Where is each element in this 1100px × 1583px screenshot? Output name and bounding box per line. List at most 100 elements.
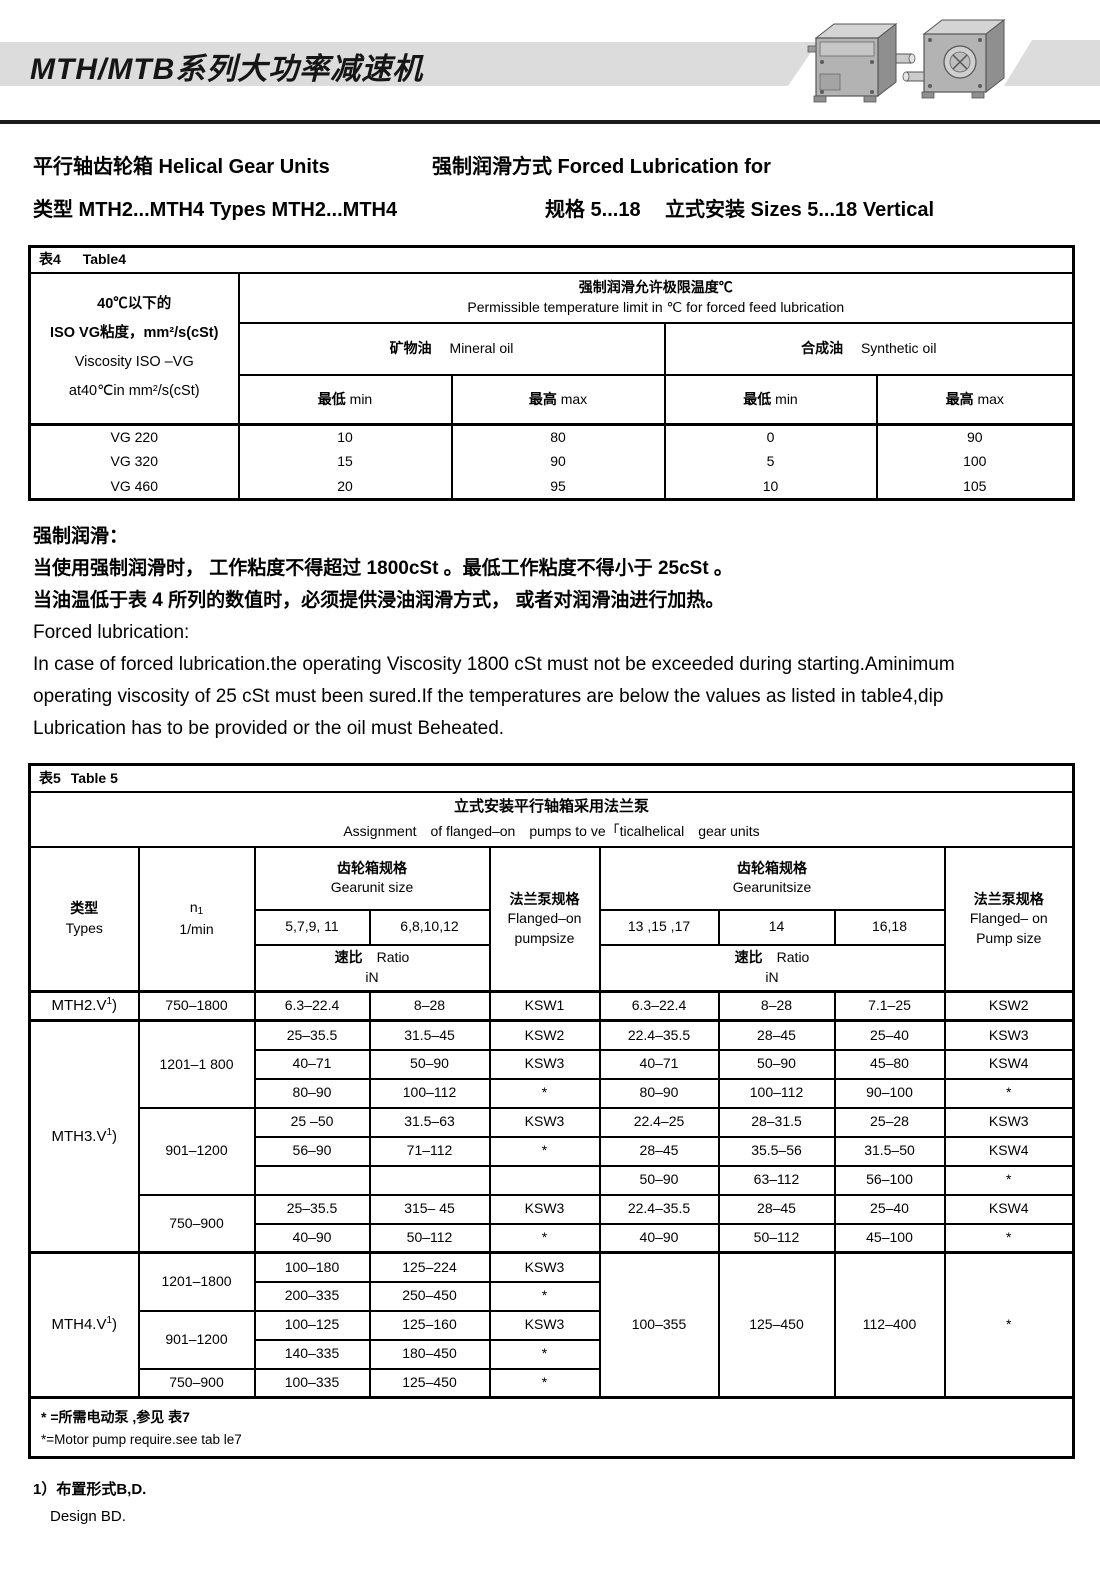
t5-type-cell: MTH4.V1): [28, 1251, 140, 1399]
t5-header-sizes: 6,8,10,12: [368, 908, 491, 946]
t4-synthetic-cn: 合成油: [801, 339, 844, 356]
t4-cell: 90: [450, 449, 666, 475]
t5-n1-cell: 901–1200: [137, 1309, 256, 1370]
t5-cell: 56–90: [253, 1135, 371, 1167]
t4-mineral-en: Mineral oil: [449, 339, 514, 356]
t5-cell: *: [943, 1077, 1075, 1109]
t4-viscosity-header: 40℃以下的 ISO VG粘度，mm²/s(cSt) Viscosity ISO…: [28, 271, 240, 426]
t5-type-close: ): [112, 997, 118, 1015]
intro-line1-left: 平行轴齿轮箱 Helical Gear Units: [33, 156, 330, 178]
t5-cell: 40–90: [253, 1222, 371, 1254]
t4-cell: 15: [237, 449, 453, 475]
t4-temp-header: 强制润滑允许极限温度℃ Permissible temperature limi…: [237, 271, 1075, 324]
intro-line2-middle: 规格 5...18: [545, 199, 641, 221]
t5-cell: KSW3: [488, 1309, 601, 1341]
t5-cell: 22.4–25: [598, 1106, 720, 1138]
t5-cell: 40–71: [598, 1048, 720, 1080]
t5-cell: 250–450: [368, 1280, 491, 1312]
t4-viscosity-line: Viscosity ISO –VG: [74, 354, 194, 371]
t5-gear2-en: Gearunitsize: [732, 879, 812, 895]
t4-max-header: 最高 max: [875, 373, 1075, 426]
t5-cell: KSW3: [943, 1106, 1075, 1138]
t5-title: 立式安装平行轴箱采用法兰泵 Assignment of flanged–on p…: [28, 790, 1075, 848]
t4-caption-en: Table4: [82, 251, 126, 267]
t5-cell: KSW3: [488, 1251, 601, 1283]
t4-max-cn: 最高: [528, 390, 557, 407]
banner-band-left: [0, 42, 818, 86]
t5-n1-cell: 750–900: [137, 1193, 256, 1254]
t4-cell: 0: [663, 424, 878, 450]
t5-ratio-in: iN: [765, 968, 779, 985]
banner-band-right: [1004, 40, 1100, 86]
t4-cell: 80: [450, 424, 666, 450]
t4-cell: 20: [237, 474, 453, 500]
intro-line2-right: 立式安装 Sizes 5...18 Vertical: [665, 199, 935, 221]
t4-cell: VG 460: [28, 474, 240, 500]
t4-cell: 105: [875, 474, 1075, 500]
t5-cell: *: [488, 1367, 601, 1399]
forced-en-line: In case of forced lubrication.the operat…: [33, 654, 955, 675]
t5-pump1-en2: pumpsize: [514, 929, 575, 946]
t5-cell: 750–1800: [137, 990, 256, 1022]
t5-header-ratio-left: 速比 Ratio iN: [253, 943, 491, 993]
t4-cell: 5: [663, 449, 878, 475]
t4-synthetic-oil-header: 合成油 Synthetic oil: [663, 321, 1075, 376]
t5-header-pump-right: 法兰泵规格 Flanged– on Pump size: [943, 845, 1075, 993]
t5-cell: [368, 1164, 491, 1196]
t5-cell: 25–35.5: [253, 1193, 371, 1225]
t5-n1-sub: 1: [197, 906, 204, 918]
t5-cell: 180–450: [368, 1338, 491, 1370]
forced-cn-title: 强制润滑：: [33, 526, 129, 547]
t5-ratio-cn: 速比: [334, 949, 363, 966]
t4-min-en: min: [349, 390, 373, 407]
t4-temp-header-cn: 强制润滑允许极限温度℃: [578, 279, 733, 295]
t5-cell: KSW1: [488, 990, 601, 1022]
t4-min-cn: 最低: [317, 390, 346, 407]
t5-cell: 28–45: [717, 1019, 836, 1051]
t5-cell: 90–100: [833, 1077, 946, 1109]
forced-en-line: operating viscosity of 25 cSt must been …: [33, 686, 944, 707]
t5-n1-cell: 1201–1 800: [137, 1019, 256, 1109]
t5-cell: 80–90: [253, 1077, 371, 1109]
t5-cell: 25–35.5: [253, 1019, 371, 1051]
t5-gear1-en: Gearunit size: [330, 879, 414, 895]
t5-cell: 25–40: [833, 1193, 946, 1225]
intro-line1-right: 强制润滑方式 Forced Lubrication for: [432, 156, 771, 178]
t5-header-types: 类型 Types: [28, 845, 140, 993]
t5-cell: *: [488, 1280, 601, 1312]
t5-cell: *: [943, 1222, 1075, 1254]
t5-cell: 28–45: [717, 1193, 836, 1225]
t5-cell: KSW2: [943, 990, 1075, 1022]
t5-pump2-en1: Flanged– on: [969, 910, 1048, 926]
t5-cell: 50–90: [717, 1048, 836, 1080]
t5-title-cn: 立式安装平行轴箱采用法兰泵: [454, 797, 650, 815]
t5-cell: KSW4: [943, 1048, 1075, 1080]
t5-cell: KSW4: [943, 1193, 1075, 1225]
t5-header-gearsize-right: 齿轮箱规格 Gearunitsize: [598, 845, 946, 911]
t5-cell: 6.3–22.4: [598, 990, 720, 1022]
t5-cell: *: [488, 1338, 601, 1370]
t5-type-close: ): [112, 1316, 118, 1334]
t5-cell: [253, 1164, 371, 1196]
t4-caption-cn: 表4: [39, 251, 61, 267]
t5-cell: 25–28: [833, 1106, 946, 1138]
t5-cell: 315– 45: [368, 1193, 491, 1225]
t5-caption-en: Table 5: [70, 769, 118, 786]
t4-mineral-cn: 矿物油: [389, 339, 432, 356]
t5-cell: *: [943, 1164, 1075, 1196]
t5-header-pump-left: 法兰泵规格 Flanged–on pumpsize: [488, 845, 601, 993]
t5-cell: 125–224: [368, 1251, 491, 1283]
t5-caption: 表5 Table 5: [28, 763, 1075, 793]
gearbox-image-1: [807, 22, 916, 103]
t5-cell: 8–28: [368, 990, 491, 1022]
t5-n1-base: n: [189, 899, 198, 916]
t5-cell: KSW3: [488, 1106, 601, 1138]
t5-cell: 100–335: [253, 1367, 371, 1399]
t5-caption-cn: 表5: [39, 769, 61, 786]
forced-cn-line: 当使用强制润滑时， 工作粘度不得超过 1800cSt 。最低工作粘度不得小于 2…: [33, 558, 733, 579]
t4-viscosity-line: 40℃以下的: [97, 296, 172, 313]
t5-header-ratio-right: 速比 Ratio iN: [598, 943, 946, 993]
t5-type-base: MTH3.V: [51, 1127, 107, 1145]
gearbox-image-2: [902, 18, 1006, 99]
t5-cell: 112–400: [833, 1251, 946, 1399]
